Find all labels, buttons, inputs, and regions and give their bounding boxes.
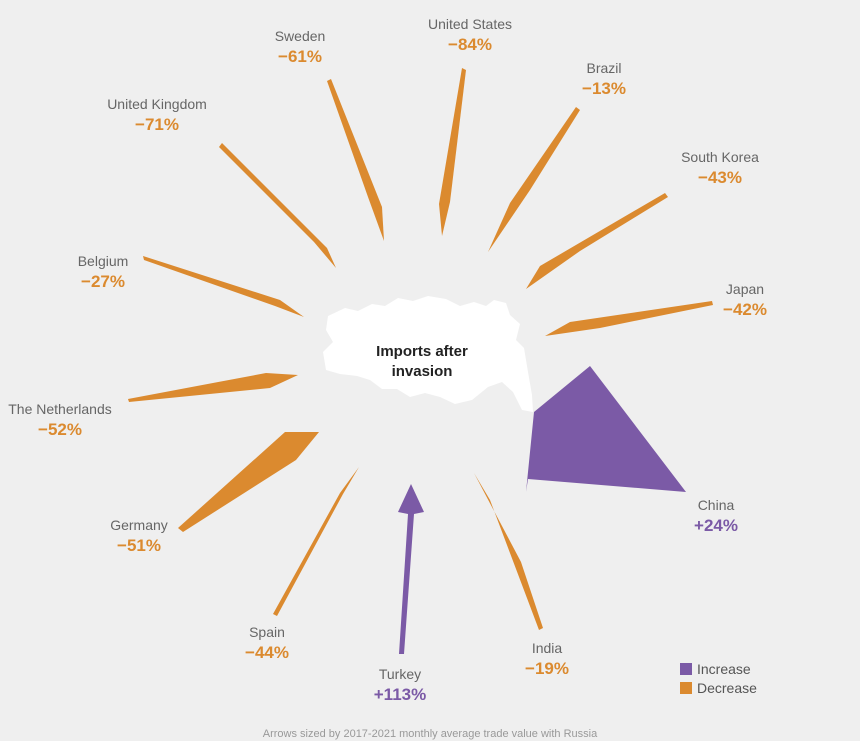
country-name: Spain xyxy=(249,624,285,640)
label-united-states: United States −84% xyxy=(428,16,512,55)
change-value: −84% xyxy=(448,34,492,54)
country-name: Germany xyxy=(110,517,168,533)
country-name: United Kingdom xyxy=(107,96,207,112)
arrow-turkey xyxy=(398,484,424,654)
legend-label-decrease: Decrease xyxy=(697,679,757,696)
arrow-spain xyxy=(273,467,359,616)
arrow-china xyxy=(526,366,686,492)
arrow-japan xyxy=(545,301,713,336)
arrow-united-states xyxy=(439,68,466,236)
label-japan: Japan −42% xyxy=(723,281,767,320)
change-value: +24% xyxy=(694,515,738,535)
change-value: +113% xyxy=(373,684,427,704)
arrow-united-kingdom xyxy=(219,143,336,268)
change-value: −52% xyxy=(38,419,82,439)
label-sweden: Sweden −61% xyxy=(275,28,326,67)
center-label: Imports after invasion xyxy=(376,343,468,380)
arrow-south-korea xyxy=(526,193,668,289)
change-value: −42% xyxy=(723,299,767,319)
label-turkey: Turkey +113% xyxy=(374,666,426,705)
label-india: India −19% xyxy=(525,640,569,679)
arrow-sweden xyxy=(327,79,384,241)
change-value: −61% xyxy=(278,46,322,66)
label-the-netherlands: The Netherlands −52% xyxy=(8,401,112,440)
legend-swatch-decrease xyxy=(680,681,692,694)
country-name: India xyxy=(531,640,563,656)
legend-swatch-increase xyxy=(680,662,692,675)
country-name: South Korea xyxy=(681,149,759,165)
change-value: −13% xyxy=(582,78,626,98)
label-china: China +24% xyxy=(694,497,738,536)
arrow-india xyxy=(474,473,543,630)
label-spain: Spain −44% xyxy=(245,624,289,663)
country-name: Turkey xyxy=(378,666,422,682)
change-value: −27% xyxy=(81,271,125,291)
arrow-germany xyxy=(178,432,319,532)
change-value: −71% xyxy=(135,114,179,134)
label-south-korea: South Korea −43% xyxy=(681,149,759,188)
change-value: −44% xyxy=(245,642,289,662)
country-name: China xyxy=(697,497,735,513)
country-name: Sweden xyxy=(274,28,326,44)
change-value: −51% xyxy=(117,535,161,555)
legend-item-increase: Increase xyxy=(680,659,757,678)
label-belgium: Belgium −27% xyxy=(78,253,129,292)
country-name: United States xyxy=(427,16,513,32)
label-united-kingdom: United Kingdom −71% xyxy=(107,96,207,135)
label-germany: Germany −51% xyxy=(110,517,168,556)
country-name: Japan xyxy=(725,281,765,297)
legend-item-decrease: Decrease xyxy=(680,678,757,697)
arrow-belgium xyxy=(143,256,304,317)
russia-map-shape xyxy=(323,296,533,412)
label-brazil: Brazil −13% xyxy=(582,60,626,99)
country-name: Brazil xyxy=(586,60,622,76)
change-value: −19% xyxy=(525,658,569,678)
change-value: −43% xyxy=(698,167,742,187)
arrow-the-netherlands xyxy=(128,373,298,402)
footnote: Arrows sized by 2017-2021 monthly averag… xyxy=(262,728,598,740)
legend-label-increase: Increase xyxy=(697,660,751,677)
legend: Increase Decrease xyxy=(680,659,757,697)
country-name: Belgium xyxy=(77,253,129,269)
country-name: The Netherlands xyxy=(8,401,112,417)
arrow-brazil xyxy=(488,107,580,252)
